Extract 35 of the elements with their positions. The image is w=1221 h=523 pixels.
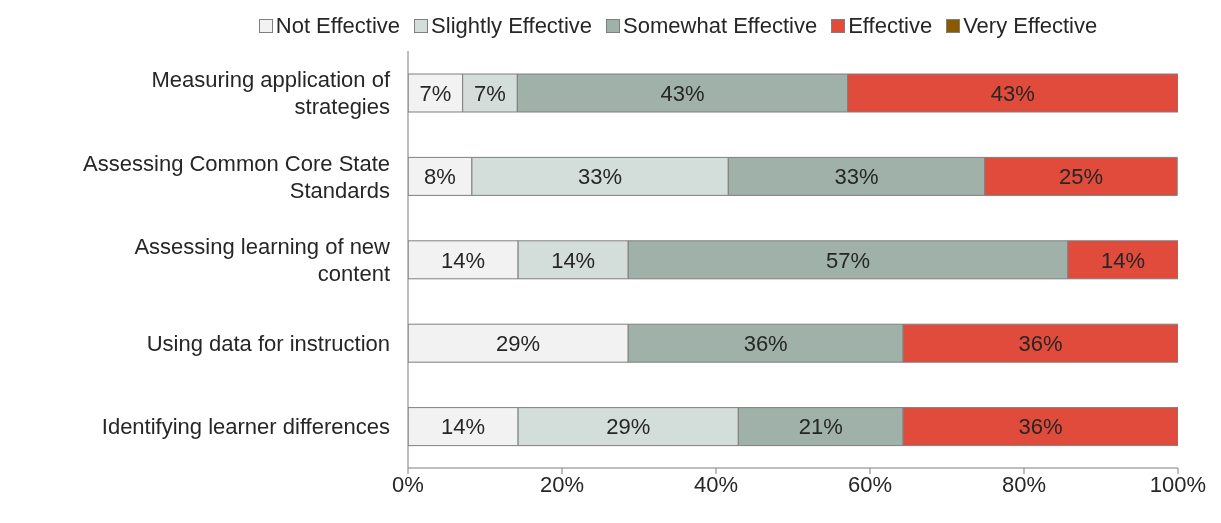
data-label: 57% — [826, 247, 871, 273]
data-label: 33% — [834, 164, 879, 190]
data-label: 14% — [1100, 247, 1145, 273]
data-label: 7% — [419, 80, 452, 106]
data-label: 43% — [660, 80, 705, 106]
y-tick-label: Measuring application of strategies — [151, 66, 391, 119]
data-label: 29% — [496, 331, 541, 357]
data-label: 36% — [1018, 331, 1063, 357]
data-label: 33% — [578, 164, 623, 190]
legend-label: Somewhat Effective — [623, 13, 818, 39]
x-tick-label: 0% — [392, 471, 424, 497]
data-label: 14% — [441, 414, 486, 440]
x-tick-label: 60% — [847, 471, 893, 497]
y-tick-label: Assessing Common Core State Standards — [83, 150, 390, 203]
legend-label: Effective — [848, 13, 933, 39]
data-label: 36% — [1018, 414, 1063, 440]
data-label: 14% — [551, 247, 596, 273]
y-tick-label: Identifying learner differences — [101, 413, 390, 439]
data-label: 43% — [990, 80, 1035, 106]
x-tick-label: 100% — [1149, 471, 1207, 497]
data-label: 7% — [474, 80, 506, 106]
legend-label: Very Effective — [963, 13, 1098, 39]
data-label: 25% — [1058, 164, 1103, 190]
x-tick-label: 40% — [693, 471, 739, 497]
y-tick-label: Using data for instruction — [146, 330, 390, 356]
data-label: 21% — [798, 414, 843, 440]
data-label: 14% — [441, 247, 486, 273]
data-label: 8% — [424, 164, 456, 190]
data-label: 36% — [743, 331, 788, 357]
legend-label: Not Effective — [275, 13, 401, 39]
legend-label: Slightly Effective — [431, 13, 593, 39]
data-label: 29% — [606, 414, 651, 440]
x-tick-label: 80% — [1001, 471, 1047, 497]
y-tick-label: Assessing learning of new content — [134, 233, 391, 286]
x-tick-label: 20% — [539, 471, 585, 497]
